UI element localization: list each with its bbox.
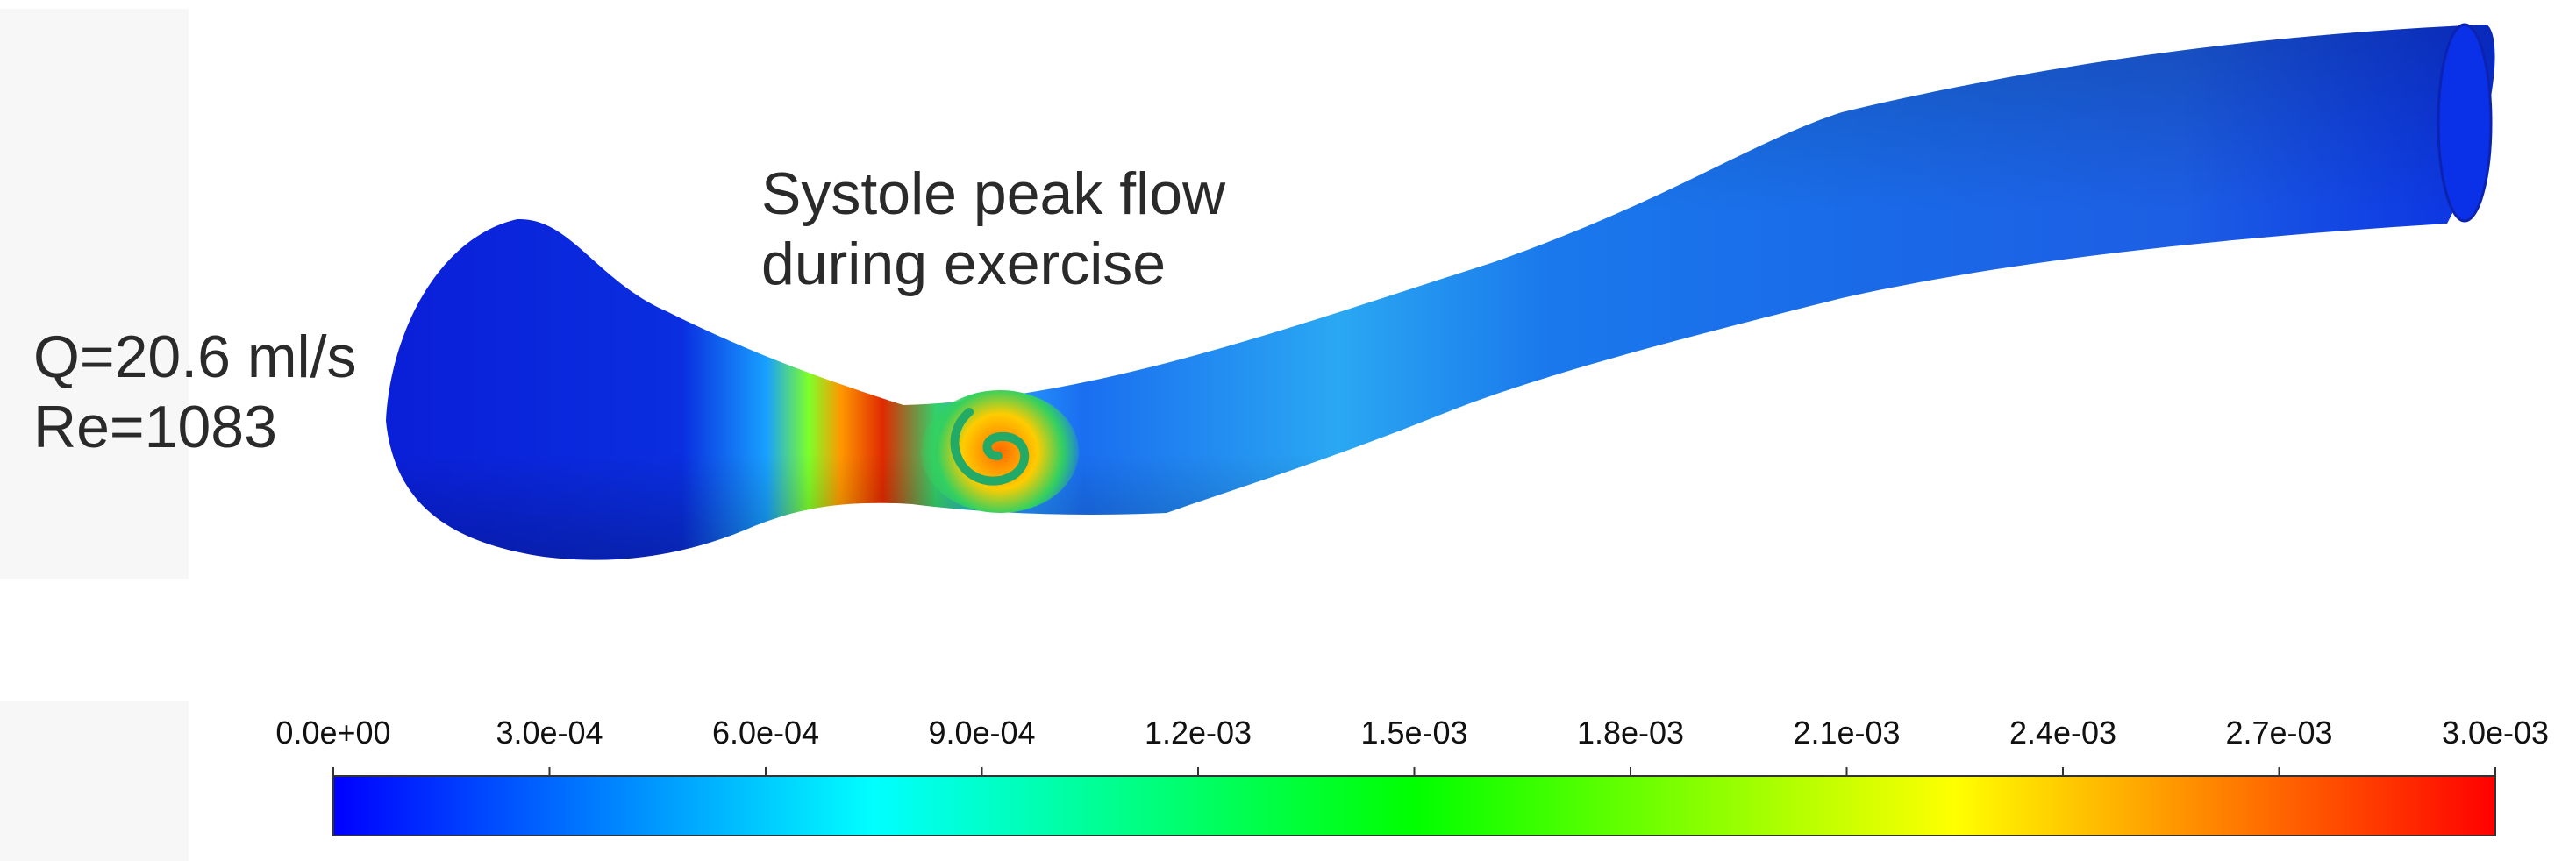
colorbar-tick-label: 2.7e-03 (2225, 715, 2333, 751)
colorbar-tick-label: 2.1e-03 (1793, 715, 1901, 751)
background-panel (0, 9, 189, 579)
reynolds-number-label: Re=1083 (33, 393, 277, 460)
outlet-cap (2437, 23, 2493, 223)
title-line-2: during exercise (761, 230, 1167, 297)
flow-rate-label: Q=20.6 ml/s (33, 324, 357, 390)
colorbar-tick-label: 2.4e-03 (2009, 715, 2117, 751)
vortex-region (921, 390, 1079, 513)
colorbar-tick-label: 1.8e-03 (1576, 715, 1685, 751)
background-panel (0, 701, 189, 861)
colorbar-tick-label: 6.0e-04 (711, 715, 820, 751)
colorbar-tick-label: 1.2e-03 (1144, 715, 1252, 751)
colorbar-tick-label: 3.0e-03 (2441, 715, 2550, 751)
flow-stats: Q=20.6 ml/s Re=1083 (33, 323, 357, 462)
colorbar-tick-label: 0.0e+00 (275, 715, 391, 751)
vessel-shading (386, 25, 2495, 560)
colorbar-ticks (332, 767, 2496, 776)
title-line-1: Systole peak flow (761, 160, 1226, 227)
vortex-spiral (950, 408, 1030, 486)
colorbar-tick-label: 9.0e-04 (928, 715, 1036, 751)
colorbar-tick-label: 1.5e-03 (1360, 715, 1468, 751)
colorbar (332, 775, 2496, 836)
flow-condition-title: Systole peak flow during exercise (761, 160, 1225, 299)
colorbar-tick-label: 3.0e-04 (496, 715, 603, 751)
